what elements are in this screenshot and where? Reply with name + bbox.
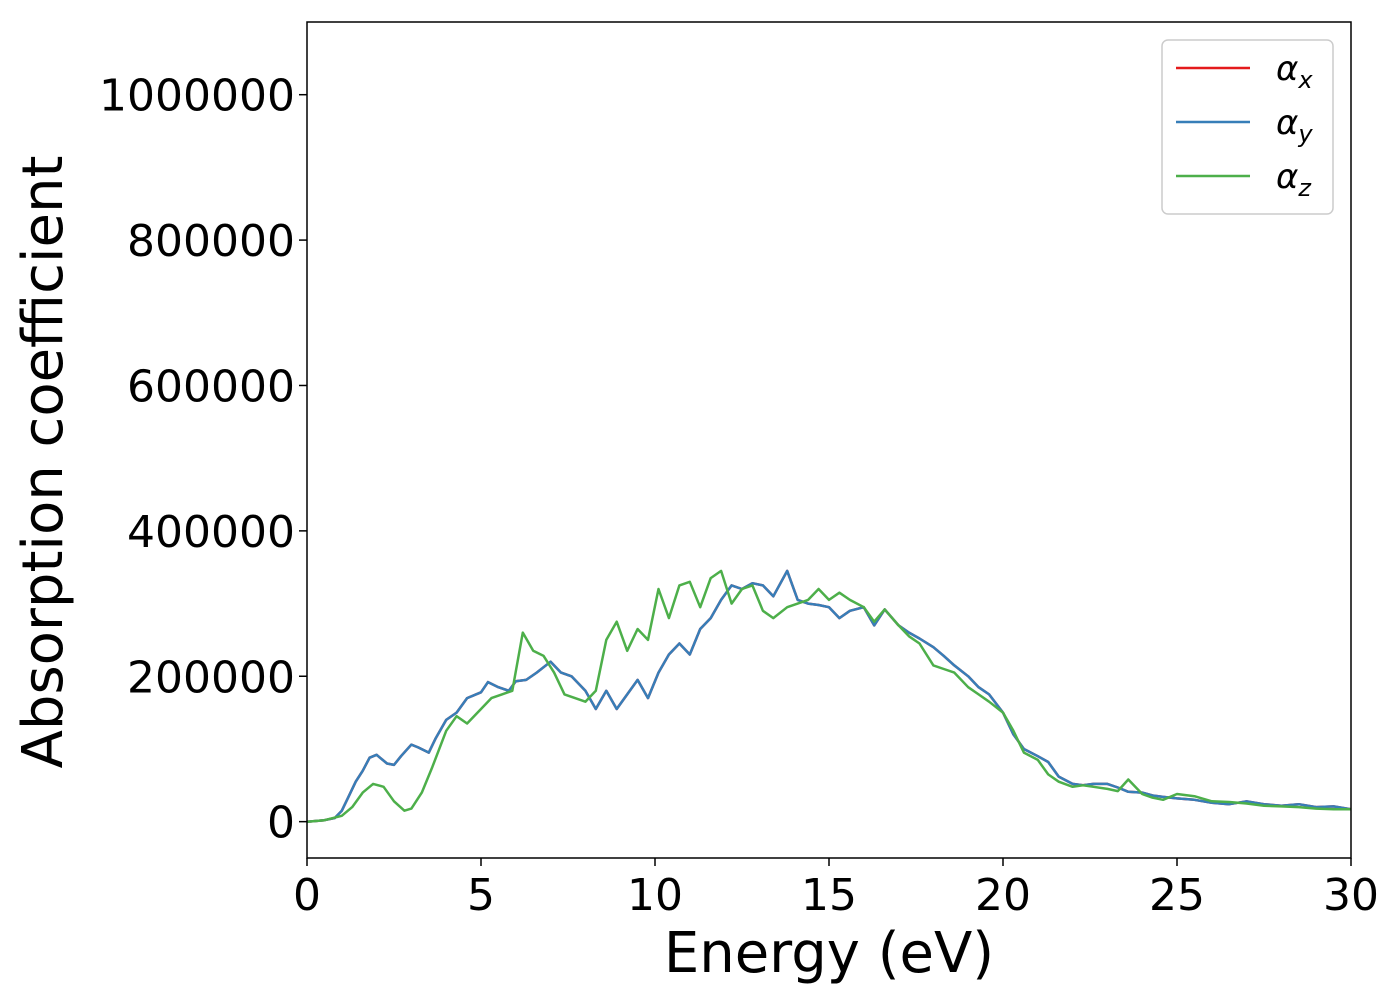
x-tick-label: 25 bbox=[1149, 870, 1205, 921]
y-tick-label: 800000 bbox=[127, 216, 295, 267]
legend-box bbox=[1161, 39, 1334, 215]
series-line-z bbox=[307, 569, 1351, 823]
x-tick-label: 15 bbox=[801, 870, 857, 921]
legend: αx αy αz bbox=[1161, 39, 1334, 215]
series-line-y bbox=[307, 569, 1351, 823]
y-axis-ticks: 0 200000 400000 600000 800000 1000000 bbox=[99, 71, 307, 849]
y-tick-label: 200000 bbox=[127, 652, 295, 703]
x-tick-label: 10 bbox=[627, 870, 683, 921]
y-tick-label: 600000 bbox=[127, 361, 295, 412]
series-layer bbox=[307, 569, 1351, 823]
y-tick-label: 0 bbox=[267, 798, 295, 849]
legend-label-y: αy bbox=[1276, 103, 1313, 148]
x-tick-label: 30 bbox=[1323, 870, 1379, 921]
legend-label-z: αz bbox=[1276, 157, 1312, 202]
x-axis-title: Energy (eV) bbox=[664, 921, 994, 986]
y-tick-label: 400000 bbox=[127, 507, 295, 558]
x-tick-label: 20 bbox=[975, 870, 1031, 921]
x-tick-label: 0 bbox=[293, 870, 321, 921]
x-axis-ticks: 0 5 10 15 20 25 30 bbox=[293, 858, 1379, 921]
y-tick-label: 1000000 bbox=[99, 71, 295, 122]
y-axis-title: Absorption coefficient bbox=[11, 156, 76, 769]
legend-label-x: αx bbox=[1276, 49, 1313, 94]
x-tick-label: 5 bbox=[467, 870, 495, 921]
